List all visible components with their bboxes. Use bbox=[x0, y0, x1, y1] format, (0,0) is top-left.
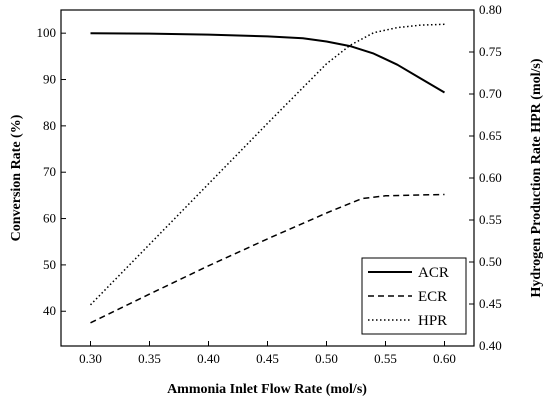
legend-label-acr: ACR bbox=[418, 265, 449, 281]
tick-layer: 0.30 0.35 0.40 0.45 0.50 0.55 0.60 40 50 60 70 80 90… bbox=[37, 2, 502, 366]
series-layer bbox=[89, 23, 446, 324]
y2-tick-label: 0.50 bbox=[479, 254, 502, 269]
legend-label-ecr: ECR bbox=[418, 289, 447, 305]
x-tick-label: 0.60 bbox=[433, 351, 456, 366]
legend: ACR ECR HPR bbox=[361, 257, 467, 335]
y-tick-label: 80 bbox=[43, 118, 56, 133]
y-tick-label: 40 bbox=[43, 303, 56, 318]
series-line-hpr bbox=[89, 23, 445, 306]
y2-tick-label: 0.80 bbox=[479, 2, 502, 17]
series-line-acr bbox=[90, 32, 446, 94]
x-tick-label: 0.50 bbox=[315, 351, 338, 366]
x-axis-title: Ammonia Inlet Flow Rate (mol/s) bbox=[167, 382, 367, 397]
x-tick-label: 0.45 bbox=[256, 351, 279, 366]
y-tick-label: 50 bbox=[43, 257, 56, 272]
y2-tick-label: 0.75 bbox=[479, 44, 502, 59]
x-tick-label: 0.35 bbox=[138, 351, 161, 366]
x-tick-label: 0.30 bbox=[79, 351, 102, 366]
legend-label-hpr: HPR bbox=[418, 313, 447, 329]
y2-tick-label: 0.70 bbox=[479, 86, 502, 101]
x-tick-label: 0.55 bbox=[374, 351, 397, 366]
y-tick-label: 70 bbox=[43, 164, 56, 179]
y2-tick-label: 0.55 bbox=[479, 212, 502, 227]
y2-tick-label: 0.40 bbox=[479, 338, 502, 353]
y-tick-label: 90 bbox=[43, 72, 56, 87]
legend-box bbox=[361, 257, 467, 335]
y2-tick-label: 0.65 bbox=[479, 128, 502, 143]
series-line-ecr bbox=[90, 193, 445, 324]
y2-tick-label: 0.45 bbox=[479, 296, 502, 311]
x-tick-label: 0.40 bbox=[197, 351, 220, 366]
y2-axis-title: Hydrogen Production Rate HPR (mol/s) bbox=[529, 58, 544, 297]
y2-tick-label: 0.60 bbox=[479, 170, 502, 185]
y-axis-title: Conversion Rate (%) bbox=[9, 114, 24, 241]
y-tick-label: 100 bbox=[37, 25, 57, 40]
y-tick-label: 60 bbox=[43, 211, 56, 226]
